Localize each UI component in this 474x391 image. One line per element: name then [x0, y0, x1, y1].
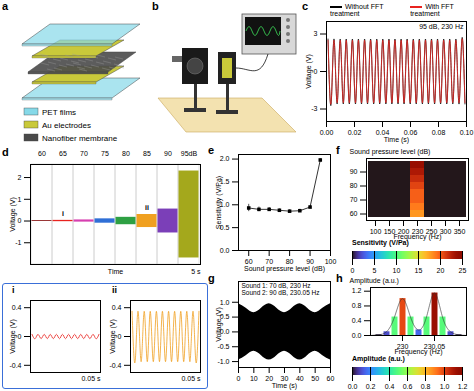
svg-text:75: 75 [101, 150, 109, 157]
svg-text:Voltage (V): Voltage (V) [109, 319, 117, 354]
svg-text:100: 100 [370, 228, 382, 235]
svg-text:Nanofiber membrane: Nanofiber membrane [42, 134, 118, 143]
svg-text:Voltage (V): Voltage (V) [9, 197, 17, 232]
svg-text:Voltage (V): Voltage (V) [305, 54, 313, 89]
svg-text:0.6: 0.6 [403, 383, 413, 390]
svg-text:0.10: 0.10 [460, 129, 474, 136]
svg-text:85: 85 [143, 150, 151, 157]
svg-text:Time (s): Time (s) [384, 136, 409, 144]
svg-text:-0.4: -0.4 [109, 362, 121, 369]
svg-text:0.00: 0.00 [320, 129, 334, 136]
svg-text:100: 100 [325, 258, 337, 265]
svg-text:95 dB, 230 Hz: 95 dB, 230 Hz [419, 23, 464, 30]
svg-text:ii: ii [145, 204, 149, 211]
svg-text:0.4: 0.4 [385, 383, 395, 390]
svg-text:95dB: 95dB [181, 150, 198, 157]
svg-text:0.0: 0.0 [348, 383, 358, 390]
svg-text:Sound pressure level (dB): Sound pressure level (dB) [350, 148, 431, 156]
svg-text:0: 0 [118, 333, 122, 340]
svg-text:0.8: 0.8 [352, 302, 362, 309]
svg-text:-1: -1 [15, 239, 21, 246]
svg-text:15: 15 [415, 267, 423, 274]
svg-text:1.2: 1.2 [458, 383, 468, 390]
svg-text:i: i [62, 210, 64, 217]
svg-text:Au electrodes: Au electrodes [42, 121, 91, 130]
svg-text:90: 90 [350, 168, 358, 175]
svg-text:Time (s): Time (s) [272, 382, 297, 390]
svg-text:0.4: 0.4 [352, 317, 362, 324]
svg-text:0.05 s: 0.05 s [81, 375, 101, 382]
svg-text:-3: -3 [311, 105, 317, 112]
svg-text:Sensitivity (V/Pa): Sensitivity (V/Pa) [352, 239, 409, 247]
svg-text:10: 10 [393, 267, 401, 274]
svg-text:25: 25 [459, 267, 467, 274]
svg-text:0.4: 0.4 [112, 304, 122, 311]
svg-text:20: 20 [437, 267, 445, 274]
svg-text:Sensitivity (V/Pa): Sensitivity (V/Pa) [215, 176, 223, 229]
svg-text:-0.4: -0.4 [9, 362, 21, 369]
svg-text:PET films: PET films [42, 108, 76, 117]
svg-text:Sound pressure level (dB): Sound pressure level (dB) [244, 265, 325, 273]
svg-text:70: 70 [350, 196, 358, 203]
svg-text:50: 50 [311, 375, 319, 382]
svg-text:80: 80 [122, 150, 130, 157]
svg-text:350: 350 [454, 228, 466, 235]
svg-text:0: 0 [18, 217, 22, 224]
svg-text:0.2: 0.2 [366, 383, 376, 390]
svg-text:0: 0 [18, 333, 22, 340]
svg-text:Amplitude (a.u.): Amplitude (a.u.) [350, 277, 399, 285]
svg-text:60: 60 [350, 210, 358, 217]
svg-text:1.0: 1.0 [440, 383, 450, 390]
svg-text:0.8: 0.8 [421, 383, 431, 390]
svg-text:1: 1 [18, 196, 22, 203]
svg-text:5 s: 5 s [191, 268, 201, 275]
svg-text:60: 60 [327, 375, 335, 382]
svg-text:Amplitude (a.u.): Amplitude (a.u.) [352, 355, 405, 363]
svg-text:1.2: 1.2 [352, 287, 362, 294]
svg-text:0.0: 0.0 [352, 332, 362, 339]
svg-text:Sound 1: 70 dB, 230 HzSound 2:: Sound 1: 70 dB, 230 HzSound 2: 90 dB, 23… [242, 282, 320, 296]
svg-text:0.02: 0.02 [348, 129, 362, 136]
svg-text:60: 60 [38, 150, 46, 157]
svg-text:90: 90 [164, 150, 172, 157]
svg-text:0: 0 [237, 375, 241, 382]
svg-text:Time: Time [108, 268, 123, 275]
svg-text:Voltage (V): Voltage (V) [9, 319, 17, 354]
svg-text:5: 5 [373, 267, 377, 274]
svg-text:0.05 s: 0.05 s [181, 375, 201, 382]
svg-text:0.0: 0.0 [220, 247, 230, 254]
svg-text:10: 10 [250, 375, 258, 382]
svg-text:0.4: 0.4 [12, 304, 22, 311]
svg-text:3: 3 [314, 30, 318, 37]
svg-text:0: 0 [351, 267, 355, 274]
svg-text:Voltage (V): Voltage (V) [215, 307, 223, 342]
svg-text:70: 70 [80, 150, 88, 157]
svg-text:-1.0: -1.0 [217, 358, 229, 365]
svg-text:-0.5: -0.5 [217, 343, 229, 350]
svg-text:80: 80 [350, 182, 358, 189]
svg-text:2.0: 2.0 [220, 155, 230, 162]
svg-text:1.0: 1.0 [220, 298, 230, 305]
svg-text:0: 0 [314, 68, 318, 75]
svg-text:0.08: 0.08 [432, 129, 446, 136]
svg-text:65: 65 [59, 150, 67, 157]
svg-text:2: 2 [18, 174, 22, 181]
